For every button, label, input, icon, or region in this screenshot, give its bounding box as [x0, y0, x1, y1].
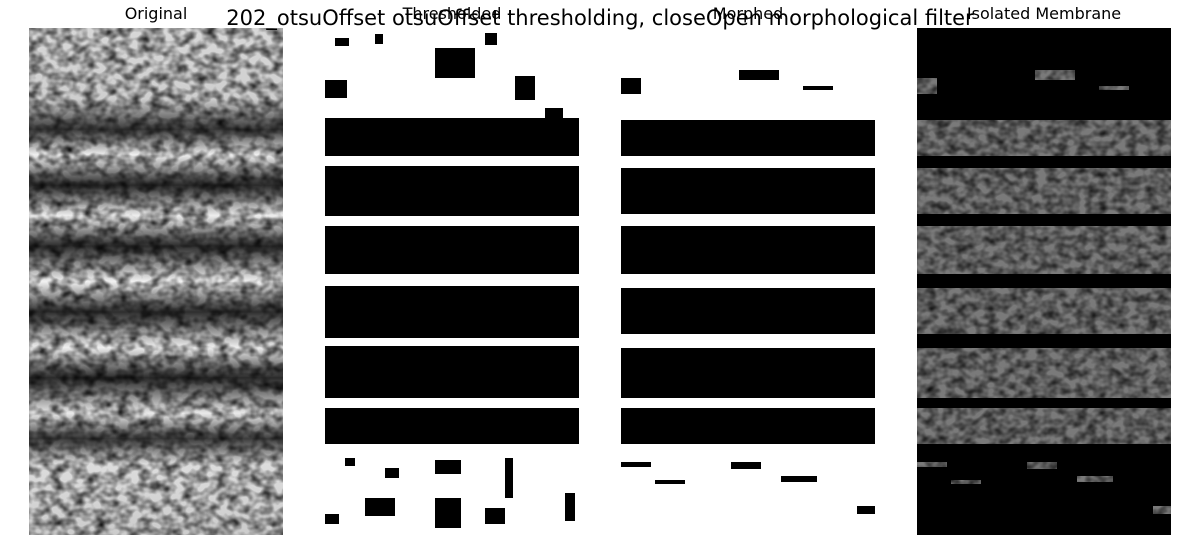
thresholded-image	[325, 28, 579, 535]
original-image	[29, 28, 283, 535]
figure-suptitle: 202_otsuOffset otsuOffset thresholding, …	[0, 6, 1200, 30]
isolated-membrane-image	[917, 28, 1171, 535]
morphed-image	[621, 28, 875, 535]
